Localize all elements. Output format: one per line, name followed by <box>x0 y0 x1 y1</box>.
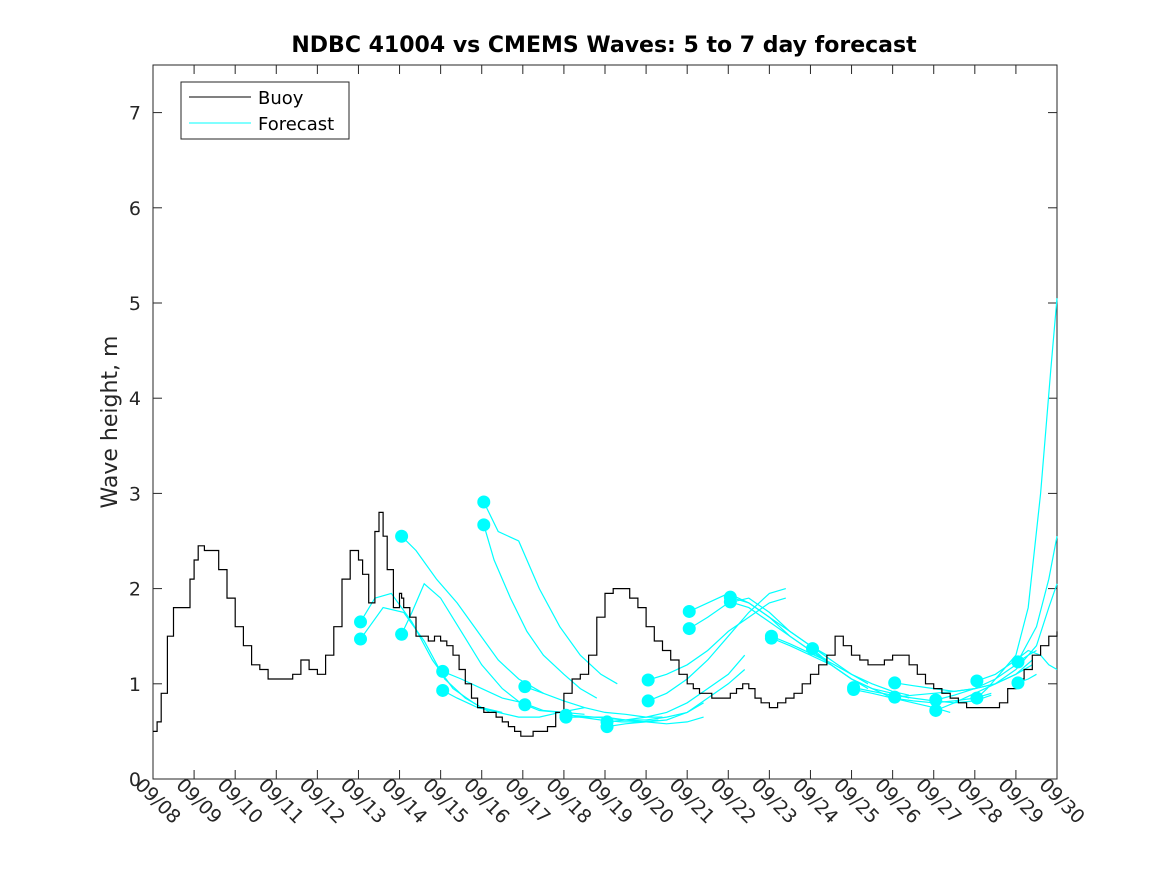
forecast-start-marker <box>723 590 737 604</box>
chart-title: NDBC 41004 vs CMEMS Waves: 5 to 7 day fo… <box>291 33 917 58</box>
forecast-line <box>483 501 618 685</box>
forecast-start-marker <box>354 615 368 629</box>
x-tick-label: 09/29 <box>993 774 1047 828</box>
y-tick-label: 0 <box>129 769 141 791</box>
x-tick-label: 09/18 <box>541 774 595 828</box>
forecast-start-marker <box>970 674 984 688</box>
forecast-line <box>359 592 491 713</box>
forecast-start-marker <box>436 664 450 678</box>
forecast-line <box>483 524 598 699</box>
forecast-start-marker <box>600 715 614 729</box>
forecast-start-marker <box>641 694 655 708</box>
forecast-start-marker <box>764 629 778 643</box>
forecast-start-marker <box>806 642 820 656</box>
x-tick-label: 09/23 <box>747 774 801 828</box>
forecast-line <box>401 535 544 694</box>
x-tick-label: 09/21 <box>665 774 719 828</box>
forecast-line <box>607 669 746 728</box>
forecast-start-marker <box>559 708 573 722</box>
x-tick-label: 09/17 <box>500 774 554 828</box>
forecast-line <box>894 659 1033 693</box>
x-tick-label: 09/19 <box>583 774 637 828</box>
y-tick-label: 7 <box>129 103 141 125</box>
forecast-start-marker <box>641 673 655 687</box>
forecast-start-marker <box>477 518 491 532</box>
forecast-start-marker <box>477 495 491 509</box>
x-tick-label: 09/08 <box>131 774 185 828</box>
forecast-line <box>976 649 1058 682</box>
x-tick-label: 09/20 <box>624 774 678 828</box>
y-tick-label: 3 <box>129 483 141 505</box>
forecast-line <box>935 583 1058 712</box>
forecast-start-marker <box>847 681 861 695</box>
x-tick-label: 09/25 <box>829 774 883 828</box>
x-tick-label: 09/27 <box>911 774 965 828</box>
x-tick-label: 09/14 <box>377 774 431 828</box>
forecast-start-marker <box>354 632 368 646</box>
forecast-line <box>524 686 663 718</box>
forecast-start-marker <box>888 690 902 704</box>
x-tick-label: 09/24 <box>788 774 842 828</box>
forecast-line <box>442 689 585 718</box>
y-axis: 0 1 2 3 4 5 6 7 <box>129 103 1057 791</box>
y-tick-label: 5 <box>129 293 141 315</box>
y-axis-label: Wave height, m <box>98 336 123 509</box>
y-tick-label: 1 <box>129 674 141 696</box>
x-tick-label: 09/30 <box>1035 774 1089 828</box>
x-tick-label: 09/11 <box>254 774 308 828</box>
forecast-start-marker <box>970 691 984 705</box>
legend: Buoy Forecast <box>180 81 350 140</box>
forecast-start-marker <box>929 693 943 707</box>
forecast-start-marker <box>518 680 532 694</box>
forecast-start-marker <box>395 529 409 543</box>
forecast-start-marker <box>1011 676 1025 690</box>
y-tick-label: 4 <box>129 388 141 410</box>
forecast-line <box>401 582 524 706</box>
x-tick-label: 09/16 <box>459 774 513 828</box>
x-tick-label: 09/12 <box>295 774 349 828</box>
forecast-start-marker <box>888 676 902 690</box>
forecast-line <box>647 588 786 702</box>
forecast-start-marker <box>1011 655 1025 669</box>
forecast-start-marker <box>518 698 532 712</box>
forecast-line <box>607 654 746 723</box>
forecast-line <box>771 635 910 696</box>
forecast-line <box>524 704 659 723</box>
forecast-start-markers <box>354 495 1025 734</box>
forecast-start-marker <box>682 604 696 618</box>
plot-area <box>152 64 1058 780</box>
x-tick-label: 09/26 <box>870 774 924 828</box>
x-tick-label: 09/09 <box>172 774 226 828</box>
forecast-line <box>935 536 1058 701</box>
x-tick-label: 09/10 <box>213 774 267 828</box>
forecast-start-marker <box>682 622 696 636</box>
forecast-start-marker <box>929 703 943 717</box>
y-tick-label: 2 <box>129 579 141 601</box>
x-tick-label: 09/13 <box>336 774 390 828</box>
x-tick-label: 09/15 <box>418 774 472 828</box>
forecast-line <box>647 597 786 681</box>
forecast-start-marker <box>436 683 450 697</box>
forecast-start-marker <box>395 627 409 641</box>
legend-buoy-label: Buoy <box>258 88 304 109</box>
y-tick-label: 6 <box>129 198 141 220</box>
x-tick-label: 09/22 <box>706 774 760 828</box>
legend-box <box>180 81 350 140</box>
legend-forecast-label: Forecast <box>258 114 334 135</box>
x-tick-label: 09/28 <box>952 774 1006 828</box>
forecast-line <box>976 298 1058 699</box>
